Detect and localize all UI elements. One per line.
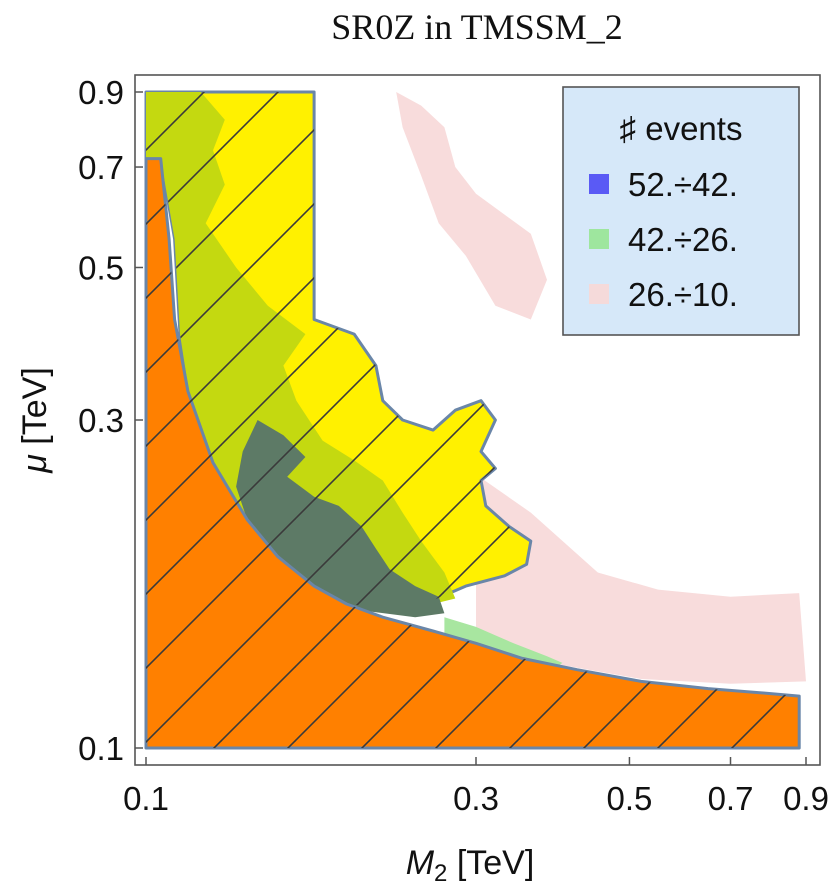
x-tick-label: 0.1 xyxy=(123,780,169,817)
x-tick-label: 0.9 xyxy=(783,780,829,817)
yellow-hatched-region-hatch xyxy=(146,92,531,608)
x-tick-label: 0.7 xyxy=(708,780,754,817)
legend-label: 52.÷42. xyxy=(628,166,738,203)
y-tick-label: 0.5 xyxy=(78,249,124,286)
x-axis-symbol: M xyxy=(406,844,435,882)
legend-label: 26.÷10. xyxy=(628,276,738,313)
legend-title: ♯ events xyxy=(620,110,743,147)
legend-label: 42.÷26. xyxy=(628,221,738,258)
hatched-overlay xyxy=(146,92,800,749)
y-tick-label: 0.1 xyxy=(78,730,124,767)
y-tick-label: 0.3 xyxy=(78,402,124,439)
light-pink-contour xyxy=(476,474,806,684)
x-axis-space xyxy=(447,844,456,882)
light-pink-patch-upper xyxy=(396,92,547,320)
legend-swatch xyxy=(589,174,609,194)
legend-swatch xyxy=(589,284,609,304)
legend-swatch xyxy=(589,229,609,249)
y-axis-label: μ [TeV] xyxy=(16,367,54,474)
y-axis-space xyxy=(16,445,54,454)
y-axis-unit: [TeV] xyxy=(16,367,54,444)
x-axis-ticks: 0.1 0.3 0.5 0.7 0.9 xyxy=(123,757,829,817)
y-tick-label: 0.9 xyxy=(78,74,124,111)
orange-excluded-region-hatch xyxy=(146,158,800,749)
x-tick-label: 0.3 xyxy=(453,780,499,817)
x-tick-label: 0.5 xyxy=(607,780,653,817)
legend-entries: 52.÷42. 42.÷26. 26.÷10. xyxy=(589,166,738,313)
x-axis-subscript: 2 xyxy=(434,860,447,887)
y-axis-ticks: 0.1 0.3 0.5 0.7 0.9 xyxy=(78,74,143,767)
y-tick-label: 0.7 xyxy=(78,149,124,186)
x-axis-unit: [TeV] xyxy=(457,844,534,882)
chart-title: SR0Z in TMSSM_2 xyxy=(331,7,622,47)
legend: ♯ events 52.÷42. 42.÷26. 26.÷10. xyxy=(562,86,800,336)
y-axis-symbol: μ xyxy=(16,454,54,474)
x-axis-label: M2 [TeV] xyxy=(406,844,535,887)
